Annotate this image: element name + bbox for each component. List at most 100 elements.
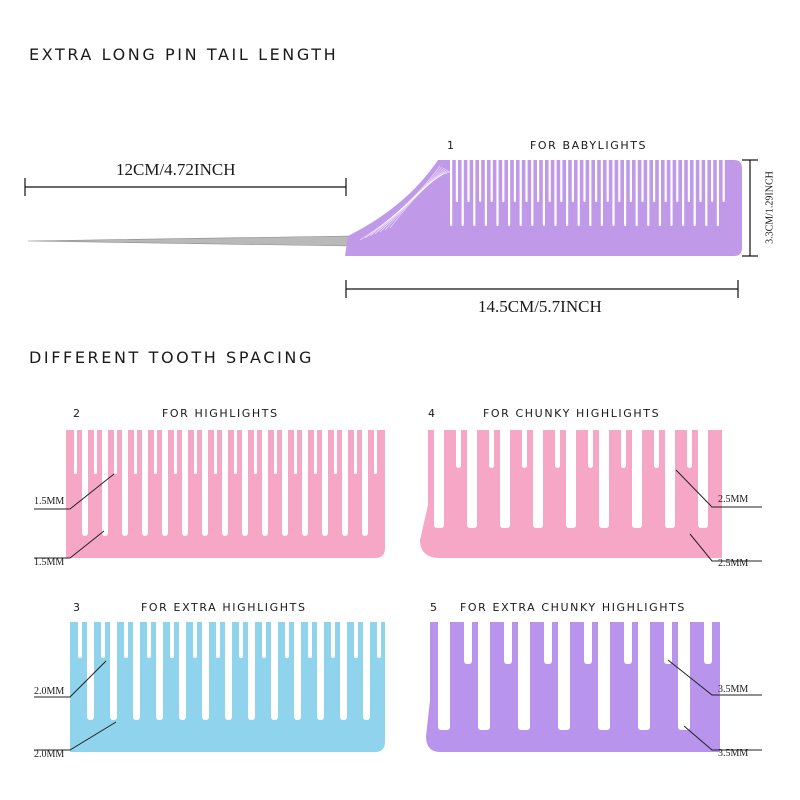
comb-4-number: 4 [428,407,435,420]
comb-2-tooth-gap [262,428,268,536]
comb-1-tooth-gap [705,158,708,226]
comb-1-tooth-gap [461,158,464,226]
chunky-highlights-comb [420,428,722,558]
comb-2-tooth-gap [374,428,377,474]
comb-3-tooth-gap [331,620,335,658]
comb-1-tooth-gap [455,158,458,202]
comb-4-tooth-gap [698,428,708,528]
comb-5-tooth-gap [478,620,490,730]
comb-1-tooth-gap [716,158,719,226]
comb-1-tooth-gap [682,158,685,226]
comb-1-tooth-gaps [359,158,725,241]
comb-1-tooth-gap [606,158,609,202]
comb-2-tooth-gap [174,428,177,474]
comb-4-tooth-gap [456,428,461,468]
comb-1-tooth-gap [502,158,505,202]
comb-1-tooth-gap [548,158,551,202]
comb-3-tooth-gap [124,620,128,658]
comb-2-tooth-gap [134,428,137,474]
comb-2-tooth-gap [74,428,77,474]
comb-1-tooth-gap [711,158,714,202]
comb-4-tooth-gap [522,428,527,468]
comb-1-tooth-gap [722,158,725,202]
comb-5-tooth-gap [664,620,672,664]
comb-2-tooth-gap [302,428,308,536]
comb-2-tooth-gap [122,428,128,536]
comb-2-tooth-gap [342,428,348,536]
comb-1-tooth-gap [595,158,598,202]
comb-2-tooth-gap [234,428,237,474]
comb-3-tooth-gap [294,620,301,720]
comb-2-tooth-gap [362,428,368,536]
comb-2-tooth-gap [94,428,97,474]
comb-2-tooth-gap [214,428,217,474]
extra-highlights-comb [70,620,385,752]
comb-4-tooth-gap [489,428,494,468]
comb-1-tooth-gap [537,158,540,202]
comb-1-tooth-gap [647,158,650,226]
comb-2-tooth-gap [154,428,157,474]
comb-2-tooth-gap [334,428,337,474]
comb-1-tooth-gap [519,158,522,226]
comb-1-tooth-gap [641,158,644,202]
comb-1-tooth-gap [612,158,615,226]
comb-1-label: FOR BABYLIGHTS [530,139,648,152]
comb-2-tooth-gap [354,428,357,474]
comb-1-tooth-gap [635,158,638,226]
comb-5-number: 5 [430,601,437,614]
comb-1-tooth-gap [450,158,453,226]
comb-1-tooth-gap [496,158,499,226]
comb-3-tooth-gap [225,620,232,720]
comb-4-tooth-gap [654,428,659,468]
comb-4-tooth-gap [555,428,560,468]
comb-5-tooth-gap [584,620,592,664]
comb-4-tooth-gap [533,428,543,528]
comb-2-tooth-gap [202,428,208,536]
comb-1-number: 1 [447,139,454,152]
comb-1-tooth-gap [600,158,603,226]
comb-5-spacing-1: 3.5MM [718,684,749,695]
comb-5-spacing-2: 3.5MM [718,748,749,759]
comb-2-tooth-gap [222,428,228,536]
comb-1-tooth-gap [508,158,511,226]
comb-2-tooth-gap [162,428,168,536]
comb-3-tooth-gap [239,620,243,658]
comb-5-tooth-gap [704,620,712,664]
rat-tail-comb [27,158,742,256]
comb-3-tooth-gap [248,620,255,720]
comb-1-tooth-gap [560,158,563,202]
comb-5-tooth-gap [638,620,650,730]
comb-3-number: 3 [73,601,80,614]
comb-3-tooth-gap [147,620,151,658]
comb-5-label: FOR EXTRA CHUNKY HIGHLIGHTS [460,601,687,614]
comb-2-spacing-1: 1.5MM [34,496,65,507]
comb-3-tooth-gap [193,620,197,658]
comb-5-tooth-gap [518,620,530,730]
comb-3-tooth-gap [170,620,174,658]
comb-4-tooth-gap [632,428,642,528]
comb-5-tooth-gap [598,620,610,730]
comb-3-tooth-gap [285,620,289,658]
comb-3-tooth-gap [363,620,370,720]
comb-1-tooth-gap [624,158,627,226]
comb-1-tooth-gap [479,158,482,202]
comb-3-tooth-gap [216,620,220,658]
comb-length-dimension: 14.5CM/5.7INCH [478,297,602,316]
comb-4-label: FOR CHUNKY HIGHLIGHTS [483,407,661,420]
comb-2-tooth-gap [114,428,117,474]
comb-3-tooth-gap [202,620,209,720]
comb-3-spacing-2: 2.0MM [34,749,65,760]
comb-1-tooth-gap [484,158,487,226]
comb-1-tooth-gap [676,158,679,202]
comb-2-tooth-gap [82,428,88,536]
comb-3-tooth-gap [78,620,82,658]
tail-length-heading: EXTRA LONG PIN TAIL LENGTH [29,45,339,64]
comb-1-tooth-gap [589,158,592,226]
comb-1-tooth-gap [566,158,569,226]
comb-3-tooth-gap [133,620,140,720]
comb-1-tooth-gap [583,158,586,202]
comb-3-tooth-gap [317,620,324,720]
comb-2-tooth-gap [282,428,288,536]
comb-5-tooth-gap [624,620,632,664]
comb-4-spacing-2: 2.5MM [718,558,749,569]
